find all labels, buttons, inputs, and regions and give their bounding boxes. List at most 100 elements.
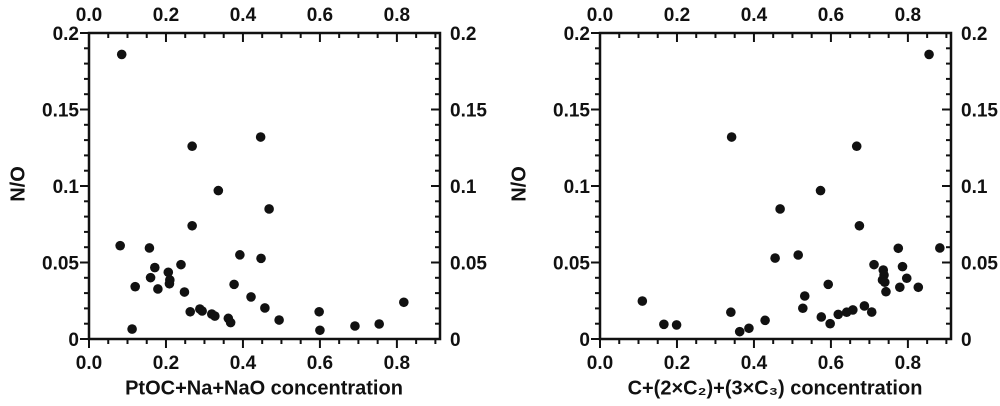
data-point: [880, 277, 890, 288]
right-panel-y-axis-label: N/O: [508, 166, 531, 202]
top-x-tick-label: 0.6: [307, 5, 333, 26]
x-tick-label: 0.6: [307, 353, 333, 374]
right-y-tick-label: 0.2: [450, 24, 476, 45]
data-point: [823, 279, 834, 290]
data-point: [399, 297, 409, 308]
right-y-tick-label: 0.05: [450, 254, 487, 275]
data-point: [260, 303, 270, 313]
data-point: [229, 279, 239, 290]
data-point: [897, 261, 908, 272]
data-point: [770, 253, 780, 263]
x-tick-label: 0.8: [895, 353, 921, 374]
data-point: [115, 240, 125, 251]
data-point: [255, 132, 266, 142]
data-point: [315, 325, 325, 336]
top-x-tick-label: 0.8: [384, 5, 410, 26]
data-point: [246, 292, 256, 302]
x-tick-label: 0.4: [230, 353, 257, 374]
data-point: [130, 281, 140, 292]
data-point: [185, 306, 196, 317]
data-point: [176, 259, 186, 270]
data-point: [116, 49, 127, 60]
data-point: [127, 324, 137, 334]
data-point: [314, 306, 324, 317]
data-point: [726, 132, 737, 142]
left-panel-x-axis-label: PtOC+Na+NaO concentration: [125, 377, 403, 400]
data-point: [825, 318, 835, 329]
data-point: [350, 321, 360, 331]
data-point: [256, 253, 266, 264]
data-point: [264, 204, 274, 214]
y-tick-label: 0.15: [42, 101, 79, 122]
data-point: [659, 319, 669, 330]
data-point: [144, 243, 155, 253]
data-point: [145, 272, 156, 283]
y-tick-label: 0.05: [42, 254, 79, 275]
top-x-tick-label: 0.0: [587, 5, 613, 26]
data-point: [163, 267, 174, 278]
left-panel-y-axis-label: N/O: [7, 166, 30, 202]
x-tick-label: 0.2: [664, 353, 690, 374]
plot-box: [598, 31, 953, 341]
right-y-tick-label: 0.15: [450, 101, 487, 122]
y-tick-label: 0.15: [553, 101, 590, 122]
right-y-tick-label: 0: [961, 330, 972, 351]
data-point: [854, 220, 865, 231]
top-x-tick-label: 0.4: [230, 5, 257, 26]
data-point: [913, 282, 924, 293]
right-y-tick-label: 0.1: [450, 177, 477, 198]
data-point: [726, 307, 736, 318]
plot-box: [87, 31, 442, 341]
data-point: [799, 291, 810, 301]
top-x-tick-label: 0.0: [76, 5, 102, 26]
data-point: [671, 320, 682, 330]
data-point: [935, 243, 945, 253]
data-point: [859, 301, 870, 311]
top-x-tick-label: 0.2: [153, 5, 179, 26]
right-y-tick-label: 0.15: [961, 101, 998, 122]
data-point: [924, 49, 934, 60]
right-y-tick-label: 0.2: [961, 24, 987, 45]
x-tick-label: 0.8: [384, 353, 410, 374]
y-tick-label: 0.2: [53, 24, 79, 45]
data-point: [153, 284, 163, 294]
y-tick-label: 0.1: [564, 177, 591, 198]
data-point: [901, 273, 912, 284]
data-point: [197, 306, 207, 316]
data-point: [816, 312, 827, 322]
data-point: [833, 309, 844, 320]
data-point: [798, 303, 808, 314]
x-tick-label: 0.4: [741, 353, 768, 374]
data-point: [637, 296, 648, 306]
data-point: [866, 307, 877, 317]
data-point: [815, 185, 826, 196]
top-x-tick-label: 0.6: [818, 5, 844, 26]
top-x-tick-label: 0.4: [741, 5, 768, 26]
y-tick-label: 0: [68, 330, 79, 351]
data-point: [760, 315, 770, 326]
data-point: [179, 287, 190, 297]
data-point: [893, 243, 904, 254]
data-point: [274, 315, 284, 325]
data-point: [164, 278, 175, 289]
data-point: [225, 317, 236, 328]
data-point: [235, 250, 245, 260]
top-x-tick-label: 0.8: [895, 5, 921, 26]
data-point: [734, 326, 745, 337]
data-point: [793, 250, 804, 260]
right-y-tick-label: 0: [450, 330, 461, 351]
data-point: [775, 204, 785, 214]
x-tick-label: 0.0: [76, 353, 102, 374]
data-point: [744, 323, 754, 334]
y-tick-label: 0.1: [53, 177, 80, 198]
data-point: [851, 141, 862, 152]
data-point: [869, 259, 879, 270]
right-panel-x-axis-label: C+(2×C₂)+(3×C₃) concentration: [627, 377, 923, 400]
data-point: [187, 220, 197, 231]
data-point: [841, 307, 852, 318]
data-point: [187, 141, 197, 152]
data-point: [210, 311, 220, 321]
y-tick-label: 0.2: [564, 24, 590, 45]
